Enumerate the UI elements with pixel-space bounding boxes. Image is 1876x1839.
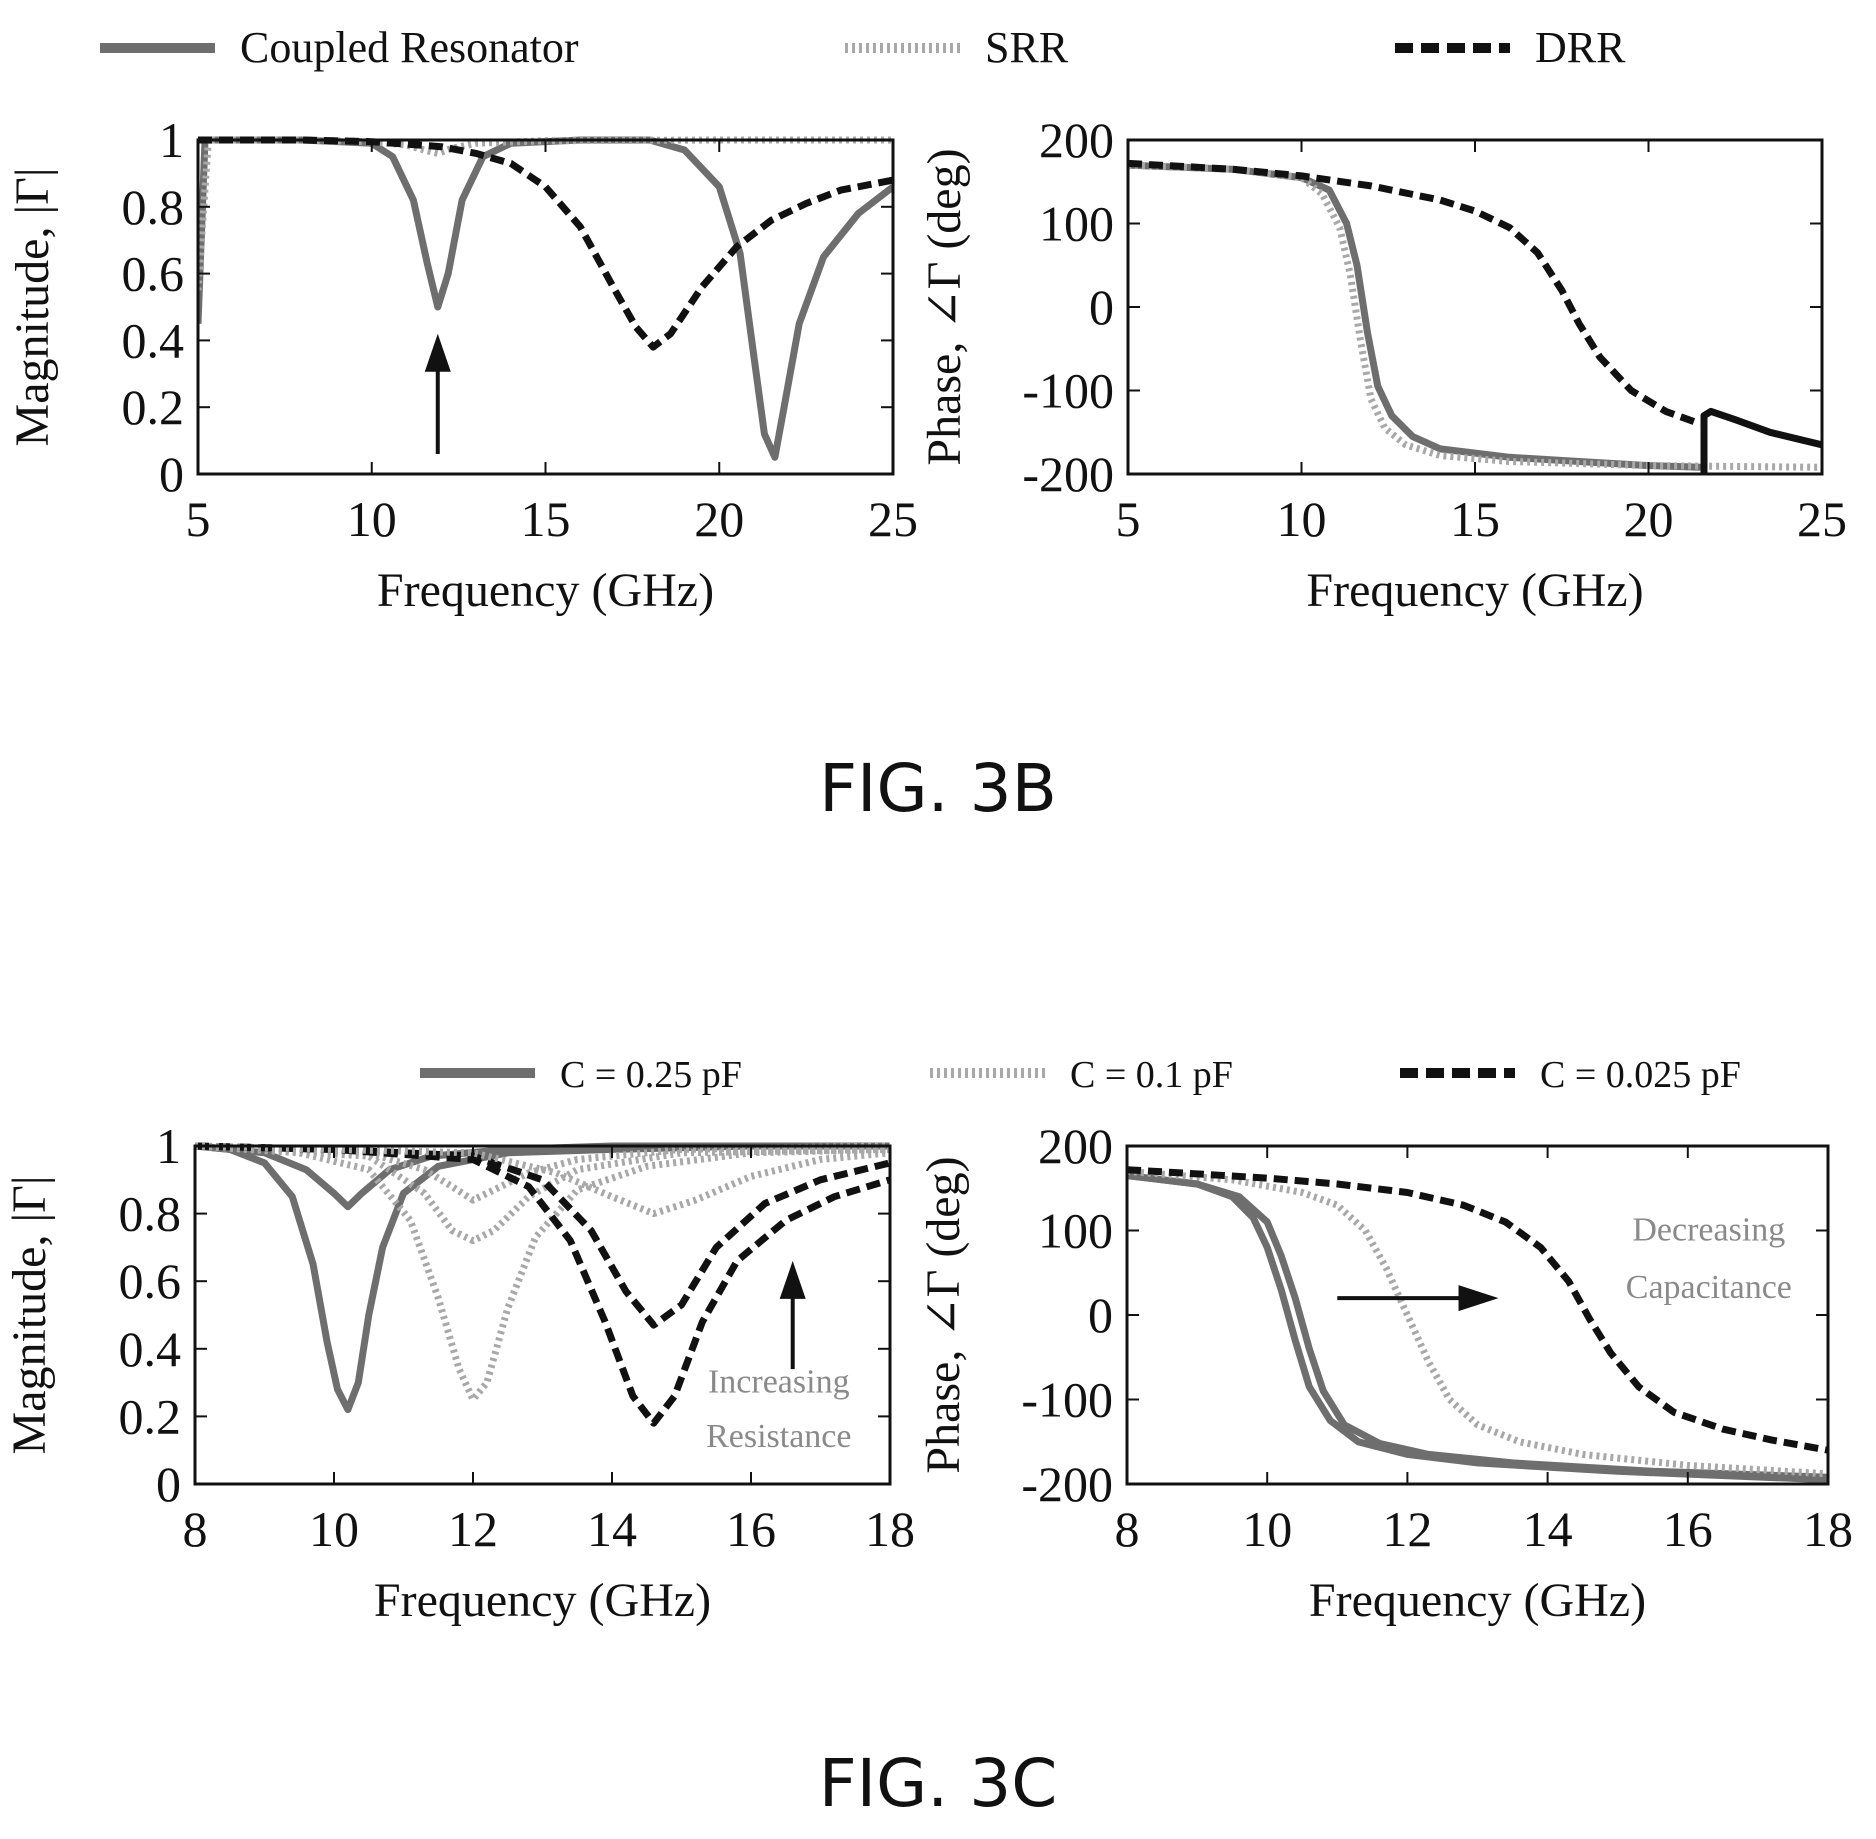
y-tick-label: 0	[1089, 279, 1114, 335]
x-tick-label: 25	[1797, 491, 1847, 547]
x-axis-label: Frequency (GHz)	[1306, 564, 1643, 617]
annotation-arrowhead	[779, 1260, 806, 1299]
y-tick-label: 100	[1039, 196, 1114, 252]
x-tick-label: 8	[1115, 1501, 1140, 1557]
series-line	[1127, 1167, 1828, 1478]
series-line	[1128, 159, 1702, 428]
y-axis-label: Magnitude, |Γ|	[6, 168, 59, 447]
x-tick-label: 5	[1116, 491, 1141, 547]
series-line	[1128, 161, 1822, 471]
x-axis-label: Frequency (GHz)	[377, 564, 714, 617]
x-tick-label: 12	[448, 1501, 498, 1557]
y-tick-label: 100	[1038, 1203, 1113, 1259]
legend-label: C = 0.25 pF	[560, 1054, 742, 1096]
chart-panel-4: 8 10 12 14 16 18 -200 -100 0 100 200 Frequency (GHz…	[917, 1118, 1853, 1627]
legend-label: Coupled Resonator	[240, 23, 579, 72]
series-line	[195, 1142, 890, 1204]
y-tick-label: 200	[1038, 1118, 1113, 1174]
y-tick-label: 0	[1088, 1287, 1113, 1343]
x-tick-label: 8	[183, 1501, 208, 1557]
y-tick-label: 1	[159, 112, 184, 168]
series-line	[195, 1142, 890, 1218]
x-tick-label: 5	[186, 491, 211, 547]
figure-caption-3b: FIG. 3B	[819, 750, 1057, 827]
y-tick-label: 0.6	[122, 246, 185, 302]
plot-frame	[1126, 138, 1824, 476]
series-line	[195, 1142, 890, 1245]
y-tick-label: -100	[1022, 363, 1114, 419]
figure-caption-3c: FIG. 3C	[818, 1745, 1058, 1822]
plot-frame	[193, 1144, 892, 1486]
x-tick-label: 25	[868, 491, 918, 547]
y-tick-label: 200	[1039, 112, 1114, 168]
x-tick-label: 18	[865, 1501, 915, 1557]
legend-label: C = 0.025 pF	[1540, 1054, 1741, 1096]
y-axis-label: Phase, ∠Γ (deg)	[917, 1156, 970, 1473]
y-tick-label: -100	[1021, 1372, 1113, 1428]
annotation-text: Resistance	[706, 1418, 851, 1455]
x-tick-label: 12	[1382, 1501, 1432, 1557]
annotation-arrowhead	[424, 333, 451, 372]
series-line	[1127, 1172, 1828, 1481]
series-line	[195, 1142, 890, 1427]
x-axis-label: Frequency (GHz)	[1309, 1574, 1646, 1627]
x-tick-label: 15	[521, 491, 571, 547]
annotation-arrowhead	[1458, 1285, 1499, 1312]
y-tick-label: 0	[156, 1456, 181, 1512]
series-line	[198, 136, 893, 351]
series-line	[1700, 407, 1822, 474]
legend-label: DRR	[1535, 23, 1626, 72]
series-line	[195, 1142, 890, 1403]
series-group	[198, 136, 893, 461]
x-tick-label: 14	[1523, 1501, 1573, 1557]
y-tick-label: 0.6	[119, 1253, 182, 1309]
x-axis-label: Frequency (GHz)	[374, 1574, 711, 1627]
x-tick-label: 10	[1242, 1501, 1292, 1557]
y-tick-label: -200	[1022, 446, 1114, 502]
series-group	[195, 1142, 890, 1427]
y-axis-label: Magnitude, |Γ|	[3, 1176, 56, 1455]
legend-label: SRR	[985, 23, 1069, 72]
y-tick-label: 0.8	[122, 179, 185, 235]
x-tick-label: 18	[1803, 1501, 1853, 1557]
annotation-text: Decreasing	[1632, 1212, 1785, 1249]
annotation-text: Increasing	[708, 1364, 850, 1401]
series-line	[1128, 161, 1701, 471]
x-tick-label: 10	[309, 1501, 359, 1557]
x-tick-label: 15	[1450, 491, 1500, 547]
y-tick-label: 0.8	[119, 1186, 182, 1242]
x-tick-label: 14	[587, 1501, 637, 1557]
y-tick-label: 0.2	[119, 1388, 182, 1444]
y-axis-label: Phase, ∠Γ (deg)	[918, 148, 971, 465]
series-group	[1127, 1166, 1828, 1484]
x-tick-label: 20	[694, 491, 744, 547]
y-tick-label: 0.2	[122, 379, 185, 435]
y-tick-label: 0.4	[122, 312, 185, 368]
x-tick-label: 10	[347, 491, 397, 547]
y-tick-label: 0	[159, 446, 184, 502]
x-tick-label: 20	[1624, 491, 1674, 547]
legend-label: C = 0.1 pF	[1070, 1054, 1233, 1096]
series-group	[1128, 159, 1822, 474]
x-tick-label: 10	[1277, 491, 1327, 547]
chart-panel-3: 8 10 12 14 16 18 0 0.2 0.4 0.6 0.8 1 Frequency (GHz)…	[3, 1118, 915, 1627]
series-line	[195, 1142, 890, 1211]
chart-panel-1: 5 10 15 20 25 0 0.2 0.4 0.6 0.8 1 Frequency (GHz) Ma…	[6, 112, 918, 617]
x-tick-label: 16	[726, 1501, 776, 1557]
x-tick-label: 16	[1663, 1501, 1713, 1557]
y-tick-label: -200	[1021, 1456, 1113, 1512]
y-tick-label: 1	[156, 1118, 181, 1174]
annotation-text: Capacitance	[1626, 1269, 1792, 1306]
series-line	[1127, 1166, 1828, 1454]
y-tick-label: 0.4	[119, 1321, 182, 1377]
chart-panel-2: 5 10 15 20 25 -200 -100 0 100 200 Frequency (GHz) P…	[918, 112, 1847, 617]
